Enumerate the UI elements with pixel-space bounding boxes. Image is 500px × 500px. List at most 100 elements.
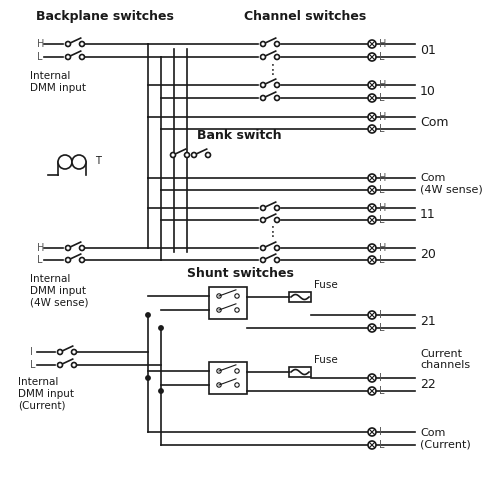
Circle shape — [184, 152, 190, 158]
Circle shape — [260, 206, 266, 210]
Circle shape — [192, 152, 196, 158]
Text: I: I — [30, 347, 33, 357]
Circle shape — [260, 54, 266, 60]
Text: L: L — [37, 255, 43, 265]
Circle shape — [368, 216, 376, 224]
Circle shape — [260, 96, 266, 100]
Text: Channel switches: Channel switches — [244, 10, 366, 23]
Text: T: T — [95, 156, 101, 166]
Circle shape — [66, 258, 70, 262]
Text: H: H — [379, 112, 386, 122]
Circle shape — [274, 206, 280, 210]
Circle shape — [368, 174, 376, 182]
Bar — [289, 367, 311, 377]
Text: Current
channels: Current channels — [420, 348, 470, 370]
Circle shape — [235, 369, 239, 373]
Text: Internal
DMM input
(4W sense): Internal DMM input (4W sense) — [30, 274, 88, 307]
Bar — [209, 287, 247, 319]
Text: Bank switch: Bank switch — [197, 129, 281, 142]
Circle shape — [66, 246, 70, 250]
Circle shape — [58, 155, 72, 169]
Circle shape — [146, 313, 150, 317]
Text: 22: 22 — [420, 378, 436, 391]
Circle shape — [80, 258, 84, 262]
Text: Com
(4W sense): Com (4W sense) — [420, 173, 483, 195]
Circle shape — [217, 308, 221, 312]
Text: Com: Com — [420, 116, 448, 130]
Text: L: L — [379, 124, 384, 134]
Circle shape — [274, 54, 280, 60]
Circle shape — [368, 113, 376, 121]
Circle shape — [58, 350, 62, 354]
Text: L: L — [379, 386, 384, 396]
Circle shape — [260, 42, 266, 46]
Circle shape — [368, 204, 376, 212]
Circle shape — [72, 350, 76, 354]
Text: H: H — [37, 243, 44, 253]
Circle shape — [274, 218, 280, 222]
Circle shape — [235, 294, 239, 298]
Circle shape — [217, 383, 221, 387]
Text: H: H — [37, 39, 44, 49]
Text: H: H — [379, 173, 386, 183]
Circle shape — [217, 294, 221, 298]
Text: Internal
DMM input
(Current): Internal DMM input (Current) — [18, 377, 74, 410]
Circle shape — [217, 369, 221, 373]
Text: Internal
DMM input: Internal DMM input — [30, 71, 86, 92]
Bar — [289, 292, 311, 302]
Circle shape — [260, 218, 266, 222]
Text: L: L — [379, 255, 384, 265]
Circle shape — [368, 441, 376, 449]
Circle shape — [368, 374, 376, 382]
Circle shape — [66, 42, 70, 46]
Circle shape — [159, 389, 163, 393]
Text: L: L — [379, 185, 384, 195]
Circle shape — [146, 376, 150, 380]
Circle shape — [80, 54, 84, 60]
Circle shape — [368, 387, 376, 395]
Text: Shunt switches: Shunt switches — [186, 267, 294, 280]
Text: L: L — [37, 52, 43, 62]
Circle shape — [58, 362, 62, 368]
Text: L: L — [30, 360, 36, 370]
Circle shape — [235, 308, 239, 312]
Circle shape — [274, 82, 280, 87]
Text: I: I — [379, 310, 382, 320]
Circle shape — [274, 258, 280, 262]
Circle shape — [368, 53, 376, 61]
Circle shape — [72, 155, 86, 169]
Text: ⋮: ⋮ — [266, 225, 280, 239]
Text: ⋮: ⋮ — [266, 63, 280, 77]
Text: 10: 10 — [420, 85, 436, 98]
Text: I: I — [379, 373, 382, 383]
Circle shape — [206, 152, 210, 158]
Circle shape — [368, 186, 376, 194]
Circle shape — [368, 81, 376, 89]
Circle shape — [170, 152, 175, 158]
Circle shape — [159, 326, 163, 330]
Text: L: L — [379, 440, 384, 450]
Circle shape — [274, 42, 280, 46]
Text: Fuse: Fuse — [314, 280, 338, 290]
Circle shape — [368, 40, 376, 48]
Text: 21: 21 — [420, 315, 436, 328]
Text: H: H — [379, 39, 386, 49]
Circle shape — [80, 42, 84, 46]
Text: Backplane switches: Backplane switches — [36, 10, 174, 23]
Text: 11: 11 — [420, 208, 436, 220]
Circle shape — [66, 54, 70, 60]
Text: 01: 01 — [420, 44, 436, 57]
Circle shape — [72, 362, 76, 368]
Text: L: L — [379, 93, 384, 103]
Circle shape — [260, 258, 266, 262]
Text: H: H — [379, 203, 386, 213]
Circle shape — [368, 311, 376, 319]
Circle shape — [260, 246, 266, 250]
Circle shape — [368, 428, 376, 436]
Text: L: L — [379, 323, 384, 333]
Circle shape — [260, 82, 266, 87]
Text: H: H — [379, 80, 386, 90]
Text: I: I — [379, 427, 382, 437]
Circle shape — [368, 256, 376, 264]
Circle shape — [368, 244, 376, 252]
